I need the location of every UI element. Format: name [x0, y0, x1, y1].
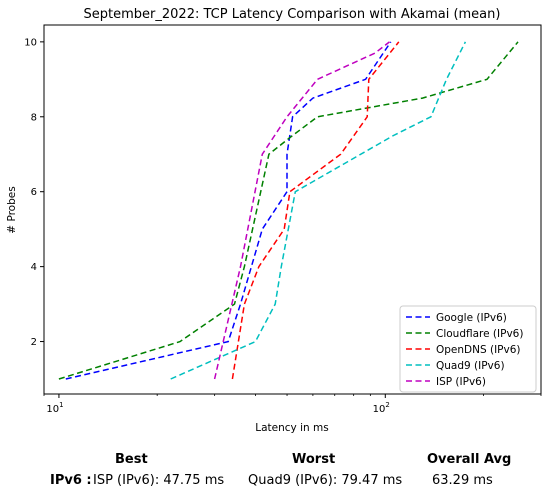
series-line-google-ipv6-: [65, 41, 392, 380]
legend-label: OpenDNS (IPv6): [436, 344, 521, 356]
y-tick-label: 4: [31, 262, 37, 273]
legend-label: Google (IPv6): [436, 312, 507, 324]
legend-label: Cloudflare (IPv6): [436, 328, 523, 340]
summary-best-header: Best: [115, 452, 148, 467]
legend-box: [399, 305, 537, 393]
summary-avg-value: 63.29 ms: [432, 473, 493, 488]
y-tick-label: 6: [31, 187, 37, 198]
x-axis-label: Latency in ms: [255, 422, 328, 434]
summary-worst-header: Worst: [292, 452, 336, 467]
y-tick-label: 2: [31, 337, 37, 348]
y-tick-label: 8: [31, 112, 37, 123]
summary-worst-value: Quad9 (IPv6): 79.47 ms: [248, 473, 403, 488]
legend: Google (IPv6) Cloudflare (IPv6) OpenDNS (I…: [399, 305, 537, 393]
y-tick-label: 10: [24, 37, 37, 48]
summary-best-value: ISP (IPv6): 47.75 ms: [93, 473, 225, 488]
y-axis-label: # Probes: [6, 186, 18, 233]
x-tick-label: 101: [46, 401, 63, 415]
summary-avg-header: Overall Avg: [427, 452, 512, 467]
summary-protocol-label: IPv6 :: [50, 473, 92, 488]
series-line-isp-ipv6-: [213, 41, 390, 380]
series-line-quad9-ipv6-: [170, 41, 467, 380]
legend-label: Quad9 (IPv6): [436, 360, 505, 372]
latency-chart: September_2022: TCP Latency Comparison w…: [6, 7, 542, 434]
legend-label: ISP (IPv6): [436, 376, 486, 388]
chart-title: September_2022: TCP Latency Comparison w…: [84, 7, 501, 22]
series-line-cloudflare-ipv6-: [58, 41, 519, 380]
plot-frame: [43, 24, 542, 395]
series-line-opendns-ipv6-: [231, 41, 400, 380]
x-tick-label: 102: [373, 401, 390, 415]
